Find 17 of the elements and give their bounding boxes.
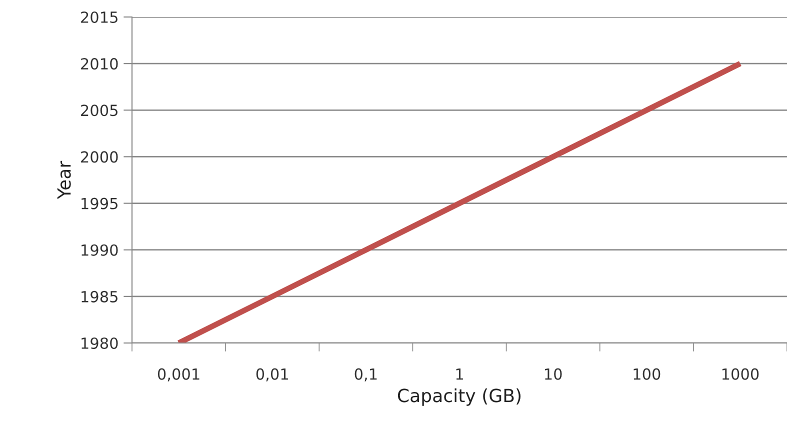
x-tick-label: 0,01 [256,368,288,382]
y-tick-label: 1990 [82,244,118,256]
y-tick-label: 2005 [81,104,118,116]
y-tick-label: 1980 [82,337,118,350]
x-tick-label: 10 [545,368,562,380]
y-axis-title: Year [57,160,71,200]
x-tick-label: 1000 [722,368,759,380]
y-tick-label: 1985 [82,290,118,302]
y-tick-label: 2015 [81,11,118,24]
x-tick-label: 0,1 [354,368,377,382]
y-tick-label: 1995 [82,198,118,210]
x-tick-label: 0,001 [158,368,200,382]
x-axis-title: Capacity (GB) [398,388,520,406]
x-tick-label: 100 [634,368,660,380]
y-tick-label: 2000 [81,151,118,163]
y-tick-label: 2010 [81,58,118,70]
x-tick-label: 1 [456,368,463,380]
